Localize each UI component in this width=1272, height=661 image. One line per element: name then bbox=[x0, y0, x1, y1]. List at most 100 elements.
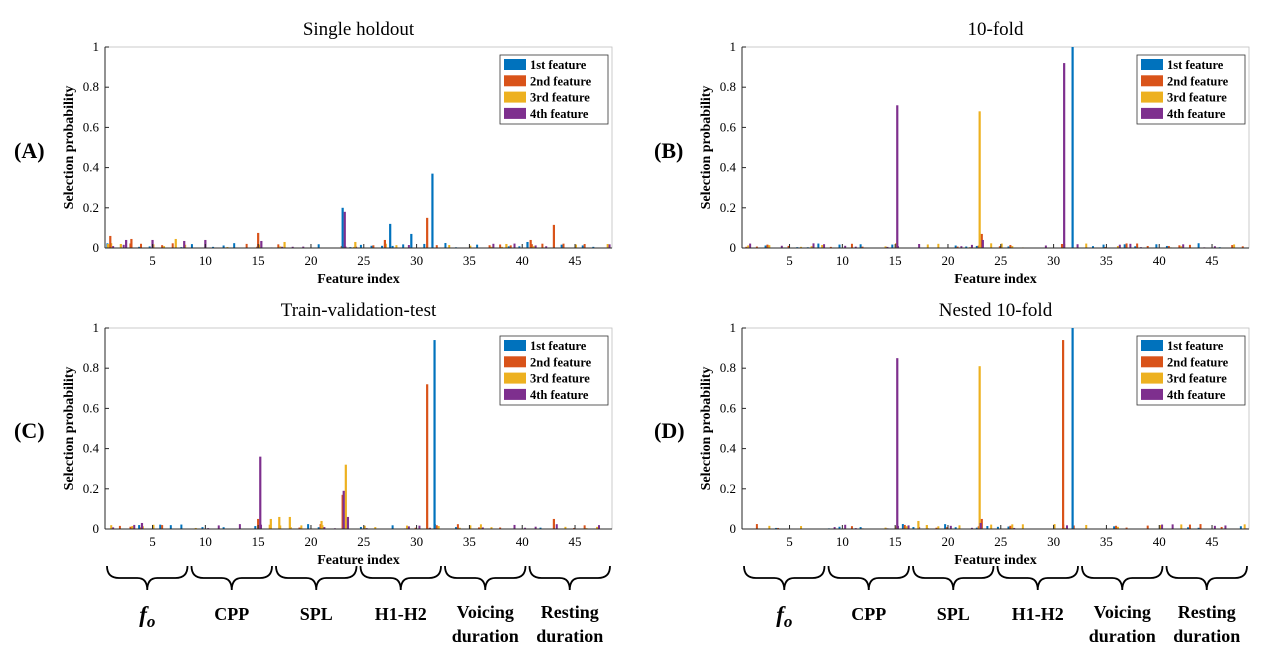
data-bar bbox=[183, 240, 186, 248]
noise-bar bbox=[1233, 244, 1236, 248]
noise-bar bbox=[986, 526, 989, 529]
data-bar bbox=[1071, 328, 1074, 529]
noise-bar bbox=[478, 527, 481, 529]
noise-bar bbox=[1180, 524, 1183, 529]
noise-bar bbox=[458, 527, 461, 529]
data-bar bbox=[979, 522, 982, 529]
noise-bar bbox=[513, 524, 516, 529]
data-bar bbox=[526, 241, 529, 248]
noise-bar bbox=[161, 525, 164, 529]
group-brace bbox=[528, 565, 611, 591]
y-tick-label: 0.8 bbox=[720, 360, 736, 375]
noise-bar bbox=[1220, 526, 1223, 529]
noise-bar bbox=[222, 527, 225, 529]
noise-bar bbox=[1182, 244, 1185, 248]
noise-bar bbox=[281, 246, 284, 248]
group-label: SPL bbox=[937, 604, 970, 624]
noise-bar bbox=[1123, 244, 1126, 248]
group-brace bbox=[912, 565, 995, 591]
noise-bar bbox=[1009, 244, 1012, 248]
legend-entry: 1st feature bbox=[1167, 339, 1224, 353]
noise-bar bbox=[1013, 527, 1016, 529]
group-label: H1-H2 bbox=[375, 604, 427, 624]
noise-bar bbox=[307, 524, 310, 529]
noise-bar bbox=[359, 244, 362, 248]
legend-entry: 2nd feature bbox=[530, 74, 592, 88]
noise-bar bbox=[222, 245, 225, 248]
noise-bar bbox=[238, 524, 241, 529]
y-tick-label: 0.2 bbox=[83, 481, 99, 496]
noise-bar bbox=[201, 527, 204, 529]
data-bar bbox=[174, 238, 177, 248]
data-bar bbox=[283, 241, 286, 248]
noise-bar bbox=[323, 527, 326, 529]
x-tick-label: 25 bbox=[994, 253, 1007, 268]
noise-bar bbox=[454, 527, 457, 529]
noise-bar bbox=[1085, 243, 1088, 248]
noise-bar bbox=[598, 525, 601, 529]
noise-bar bbox=[469, 245, 472, 248]
data-bar bbox=[383, 239, 387, 248]
data-bar bbox=[1060, 243, 1064, 248]
y-tick-label: 0.6 bbox=[83, 119, 100, 134]
noise-bar bbox=[372, 245, 375, 248]
noise-bar bbox=[481, 527, 484, 529]
noise-bar bbox=[901, 524, 904, 529]
chart-title: Single holdout bbox=[303, 19, 415, 40]
data-bar bbox=[346, 516, 350, 529]
noise-bar bbox=[844, 524, 847, 529]
group-brace bbox=[743, 565, 826, 591]
group-label: duration bbox=[1089, 626, 1156, 646]
noise-bar bbox=[448, 244, 451, 248]
noise-bar bbox=[190, 244, 193, 248]
data-bar bbox=[259, 456, 262, 529]
noise-bar bbox=[775, 527, 778, 529]
noise-bar bbox=[1066, 525, 1069, 529]
y-tick-label: 0 bbox=[93, 521, 100, 536]
noise-bar bbox=[509, 245, 512, 248]
data-bar bbox=[426, 217, 429, 248]
noise-bar bbox=[138, 525, 141, 529]
noise-bar bbox=[838, 244, 841, 248]
noise-bar bbox=[530, 244, 533, 248]
noise-bar bbox=[956, 246, 959, 248]
noise-bar bbox=[606, 244, 609, 248]
data-bar bbox=[505, 243, 508, 248]
data-bar bbox=[288, 516, 291, 529]
y-tick-label: 1 bbox=[93, 320, 100, 335]
noise-bar bbox=[152, 524, 155, 529]
noise-bar bbox=[838, 526, 841, 529]
noise-bar bbox=[539, 527, 542, 529]
group-brace bbox=[1165, 565, 1248, 591]
group-label: duration bbox=[536, 626, 603, 646]
data-bar bbox=[431, 173, 434, 248]
x-tick-label: 45 bbox=[1206, 253, 1219, 268]
legend-entry: 4th feature bbox=[1167, 107, 1226, 121]
noise-bar bbox=[118, 525, 121, 529]
group-label: Resting bbox=[1178, 602, 1236, 622]
legend-swatch bbox=[504, 388, 526, 400]
noise-bar bbox=[363, 525, 366, 529]
noise-bar bbox=[277, 244, 280, 248]
noise-bar bbox=[996, 526, 999, 529]
data-bar bbox=[354, 241, 357, 248]
noise-bar bbox=[359, 526, 362, 529]
noise-bar bbox=[1000, 243, 1003, 248]
data-bar bbox=[130, 238, 133, 248]
data-bar bbox=[343, 211, 346, 248]
group-brace bbox=[827, 565, 910, 591]
legend-entry: 2nd feature bbox=[530, 355, 592, 369]
noise-bar bbox=[499, 527, 502, 529]
chart-panel: 00.20.40.60.815 10 15 20 25 30 35 40 45Train-val… bbox=[14, 300, 613, 568]
data-bar bbox=[410, 233, 413, 248]
x-tick-label: 30 bbox=[1047, 534, 1060, 549]
x-tick-label: 5 bbox=[149, 253, 156, 268]
noise-bar bbox=[300, 525, 303, 529]
group-brace bbox=[275, 565, 358, 591]
noise-bar bbox=[381, 245, 384, 248]
legend-swatch bbox=[1141, 91, 1163, 103]
noise-bar bbox=[800, 526, 803, 529]
noise-bar bbox=[1224, 525, 1227, 529]
noise-bar bbox=[1146, 525, 1149, 529]
